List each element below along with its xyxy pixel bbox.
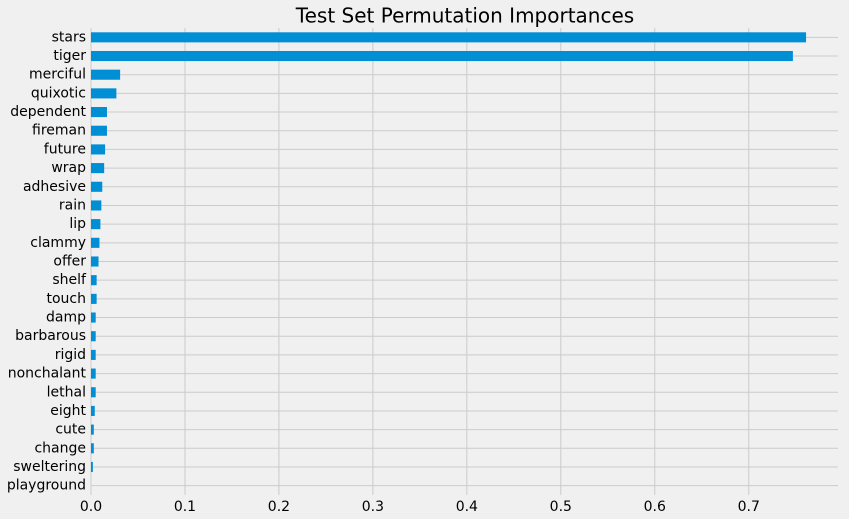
y-tick-label: change xyxy=(34,440,86,456)
y-tick-label: quixotic xyxy=(31,85,86,101)
x-tick-label: 0.4 xyxy=(456,499,478,515)
x-tick-label: 0.5 xyxy=(550,499,572,515)
bar xyxy=(91,32,807,43)
y-tick-label: damp xyxy=(46,310,86,326)
bar xyxy=(91,237,100,248)
bar xyxy=(91,219,101,230)
bar xyxy=(91,349,96,360)
bar xyxy=(91,163,105,174)
bar xyxy=(91,200,102,211)
x-tick-label: 0.2 xyxy=(268,499,290,515)
y-tick-label: stars xyxy=(52,29,86,45)
y-tick-label: shelf xyxy=(52,272,87,288)
bar xyxy=(91,331,96,342)
bar xyxy=(91,256,99,267)
y-tick-label: dependent xyxy=(10,104,86,120)
bar xyxy=(91,443,94,454)
y-tick-label: sweltering xyxy=(13,459,86,475)
y-tick-label: wrap xyxy=(51,160,86,176)
y-tick-label: touch xyxy=(47,291,87,307)
bar xyxy=(91,312,96,323)
bar xyxy=(91,125,107,136)
bar xyxy=(91,293,97,304)
y-tick-label: future xyxy=(44,141,86,157)
y-tick-label: merciful xyxy=(29,67,86,83)
bar xyxy=(91,275,97,286)
y-tick-label: barbarous xyxy=(15,328,86,344)
y-tick-label: clammy xyxy=(30,235,86,251)
y-tick-label: fireman xyxy=(32,123,86,139)
x-tick-label: 0.0 xyxy=(80,499,102,515)
y-tick-label: lethal xyxy=(47,384,86,400)
y-tick-label: eight xyxy=(50,403,86,419)
bar xyxy=(91,424,94,435)
y-tick-label: rain xyxy=(59,197,86,213)
y-tick-label: lip xyxy=(69,216,86,232)
y-tick-label: tiger xyxy=(53,48,86,64)
y-tick-label: offer xyxy=(53,254,86,270)
bar xyxy=(91,50,793,62)
x-tick-label: 0.3 xyxy=(362,499,384,515)
bar xyxy=(91,461,93,473)
y-tick-label: cute xyxy=(55,422,86,438)
y-tick-label: playground xyxy=(7,478,86,494)
bar xyxy=(91,144,106,155)
bar xyxy=(91,368,96,379)
x-tick-label: 0.6 xyxy=(644,499,666,515)
bar xyxy=(91,69,121,80)
bar xyxy=(91,405,95,416)
bar xyxy=(91,107,107,118)
x-tick-label: 0.1 xyxy=(174,499,196,515)
y-tick-label: adhesive xyxy=(23,179,86,195)
y-tick-label: rigid xyxy=(55,347,86,363)
bar xyxy=(91,88,117,99)
chart-title: Test Set Permutation Importances xyxy=(295,4,634,28)
y-tick-label: nonchalant xyxy=(8,366,87,382)
x-tick-label: 0.7 xyxy=(738,499,760,515)
bar xyxy=(91,387,96,398)
bar xyxy=(91,181,103,192)
